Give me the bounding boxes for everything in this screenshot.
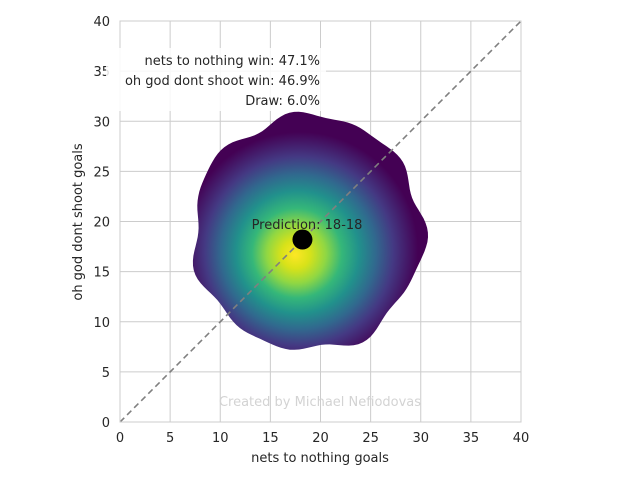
- summary-box-background: [106, 48, 326, 111]
- density-contour: [192, 111, 428, 350]
- x-tick-label: 20: [312, 431, 329, 446]
- y-tick-label: 15: [93, 266, 110, 281]
- plot-frame: [119, 20, 522, 423]
- diagonal-line: [119, 20, 522, 423]
- prediction-point: [292, 229, 313, 250]
- summary-box: nets to nothing win: 47.1% oh god dont s…: [106, 48, 326, 111]
- y-tick-label: 20: [93, 216, 110, 231]
- summary-win-b: oh god dont shoot win: 46.9%: [125, 74, 320, 89]
- x-tick-labels: 0 5 10 15 20 25 30 35 40: [116, 431, 529, 446]
- diagonal-line-layer: [119, 20, 522, 423]
- x-axis-label: nets to nothing goals: [251, 451, 389, 466]
- x-tick-label: 25: [362, 431, 379, 446]
- y-tick-label: 5: [102, 366, 110, 381]
- y-tick-labels: 0 5 10 15 20 25 30 35 40: [93, 15, 110, 431]
- y-axis-label: oh god dont shoot goals: [71, 143, 86, 301]
- summary-draw: Draw: 6.0%: [245, 94, 320, 109]
- x-tick-label: 35: [463, 431, 480, 446]
- density-layer: [192, 111, 428, 350]
- prediction-label: Prediction: 18-18: [252, 218, 363, 233]
- x-tick-label: 0: [116, 431, 124, 446]
- summary-win-a: nets to nothing win: 47.1%: [145, 54, 320, 69]
- x-tick-label: 10: [212, 431, 229, 446]
- y-tick-label: 25: [93, 165, 110, 180]
- x-tick-label: 30: [412, 431, 429, 446]
- x-tick-label: 15: [262, 431, 279, 446]
- y-tick-label: 30: [93, 115, 110, 130]
- prediction-point-layer: [292, 229, 313, 250]
- y-tick-label: 10: [93, 316, 110, 331]
- x-tick-label: 5: [166, 431, 174, 446]
- y-tick-label: 35: [93, 65, 110, 80]
- watermark: Created by Michael Nefiodovas: [219, 395, 421, 410]
- y-tick-label: 0: [102, 416, 110, 431]
- y-tick-label: 40: [93, 15, 110, 30]
- x-tick-label: 40: [513, 431, 530, 446]
